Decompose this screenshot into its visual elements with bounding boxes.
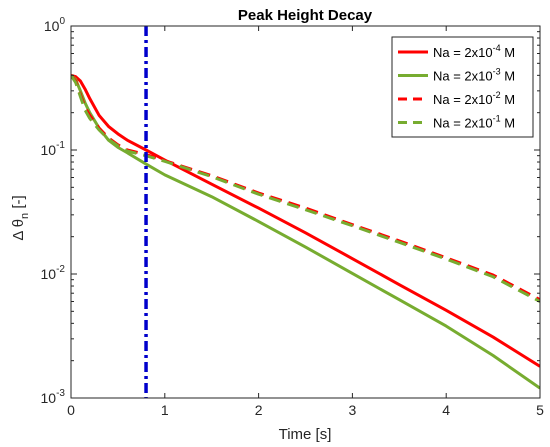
y-axis-title: Δ θn [-] <box>10 195 31 240</box>
y-tick-label: 100 <box>44 16 66 34</box>
axes: 0 1 2 3 4 5 10-3 10-2 10-1 100 <box>41 16 545 418</box>
x-tick-label: 4 <box>442 402 450 418</box>
y-tick-label: 10-3 <box>41 388 66 406</box>
axes-box <box>70 25 541 399</box>
series-line-2 <box>71 74 540 390</box>
series-group <box>71 26 540 398</box>
chart-title: Peak Height Decay <box>238 7 373 24</box>
x-tick-label: 1 <box>161 402 169 418</box>
legend-label-2: Na = 2x10-3 M <box>433 67 515 84</box>
x-tick-label: 3 <box>349 402 357 418</box>
legend-label-1: Na = 2x10-4 M <box>433 43 515 60</box>
series-line-1 <box>71 73 540 368</box>
legend: Na = 2x10-4 M Na = 2x10-3 M Na = 2x10-2 M N… <box>391 36 534 138</box>
x-axis-title: Time [s] <box>279 426 332 443</box>
legend-label-4: Na = 2x10-1 M <box>433 114 515 131</box>
y-tick-label: 10-1 <box>41 140 66 158</box>
y-tick-label: 10-2 <box>41 264 66 282</box>
x-tick-label: 2 <box>255 402 263 418</box>
x-tick-label: 5 <box>536 402 544 418</box>
x-tick-label: 0 <box>67 402 75 418</box>
legend-box <box>391 36 534 138</box>
legend-label-3: Na = 2x10-2 M <box>433 90 515 107</box>
